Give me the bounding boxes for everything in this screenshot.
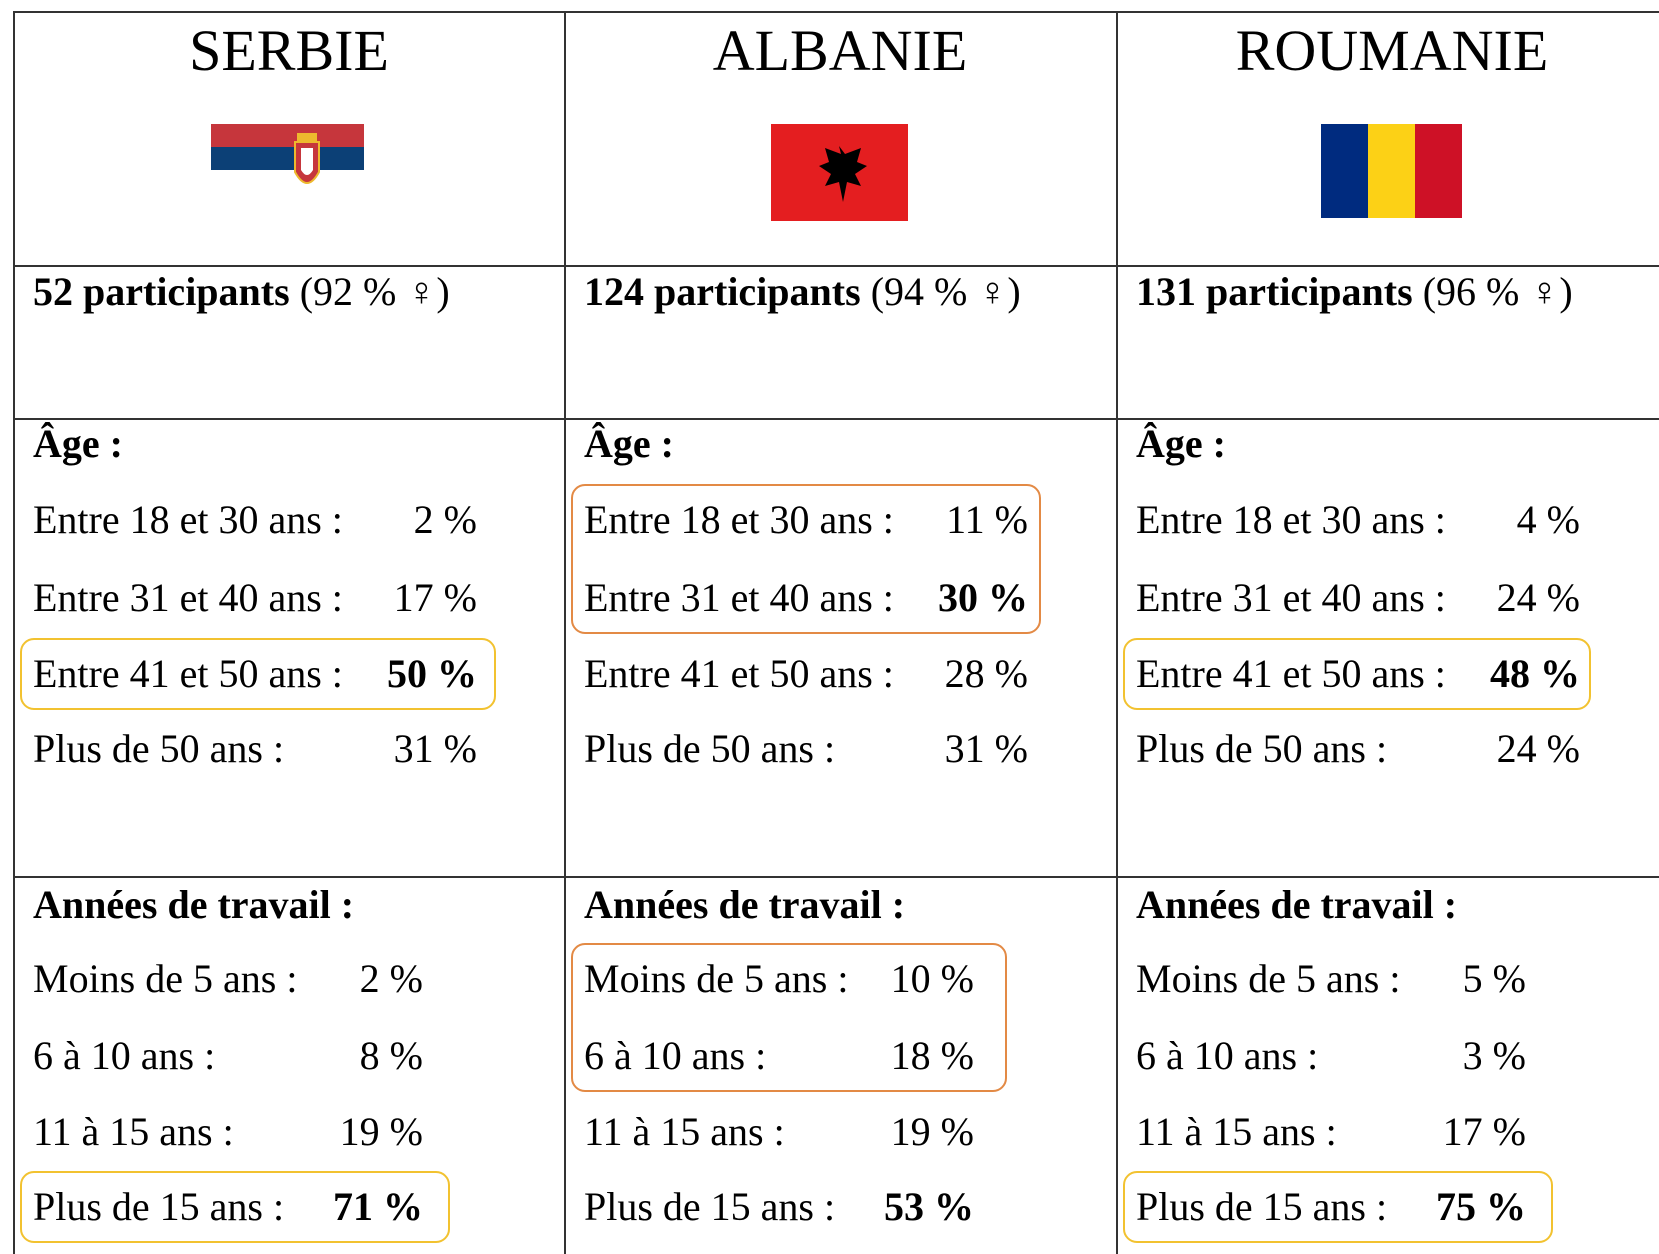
row-value: 3 %	[1462, 1033, 1526, 1078]
border	[564, 11, 566, 1254]
row-value: 53 %	[884, 1184, 974, 1229]
row-value: 19 %	[339, 1109, 423, 1154]
row-label: Entre 31 et 40 ans :	[1136, 575, 1446, 620]
row-value: 48 %	[1490, 651, 1580, 696]
section-heading: Âge :	[584, 421, 674, 466]
participants-count: 124 participants	[584, 269, 861, 314]
row-label: Entre 18 et 30 ans :	[584, 497, 894, 542]
row-label: 11 à 15 ans :	[1136, 1109, 1337, 1154]
section-heading: Années de travail :	[584, 882, 906, 927]
row-value: 17 %	[1442, 1109, 1526, 1154]
row-label: Entre 41 et 50 ans :	[584, 651, 894, 696]
country-name: SERBIE	[189, 18, 389, 83]
row-label: Plus de 50 ans :	[584, 726, 836, 771]
row-label: 11 à 15 ans :	[33, 1109, 234, 1154]
highlight-frame	[571, 484, 1041, 634]
participants: 131 participants (96 % ♀)	[1136, 268, 1573, 316]
highlight-frame	[20, 638, 496, 710]
row-value: 31 %	[393, 726, 477, 771]
row-value: 75 %	[1436, 1184, 1526, 1229]
participants-detail: (92 % ♀)	[299, 269, 450, 314]
section-heading: Années de travail :	[1136, 882, 1458, 927]
row-label: 6 à 10 ans :	[33, 1033, 216, 1078]
border	[13, 876, 1659, 878]
row-label: Entre 41 et 50 ans :	[1136, 651, 1446, 696]
border	[1116, 11, 1118, 1254]
row-value: 11 %	[946, 497, 1028, 542]
row-value: 28 %	[944, 651, 1028, 696]
participants-detail: (96 % ♀)	[1422, 269, 1573, 314]
row-value: 24 %	[1496, 726, 1580, 771]
flag-romania	[1321, 124, 1462, 218]
row-label: 6 à 10 ans :	[584, 1033, 767, 1078]
highlight-frame	[20, 1171, 450, 1243]
country-name: ROUMANIE	[1235, 18, 1549, 83]
row-value: 50 %	[387, 651, 477, 696]
row-label: Plus de 15 ans :	[33, 1184, 285, 1229]
row-label: Entre 18 et 30 ans :	[33, 497, 343, 542]
country-name: ALBANIE	[712, 18, 968, 83]
row-label: Entre 31 et 40 ans :	[584, 575, 894, 620]
section-heading: Âge :	[1136, 421, 1226, 466]
section-heading: Années de travail :	[33, 882, 355, 927]
participants: 124 participants (94 % ♀)	[584, 268, 1021, 316]
row-label: Entre 31 et 40 ans :	[33, 575, 343, 620]
row-label: Plus de 50 ans :	[33, 726, 285, 771]
row-value: 4 %	[1516, 497, 1580, 542]
row-value: 31 %	[944, 726, 1028, 771]
row-value: 10 %	[890, 956, 974, 1001]
highlight-frame	[571, 943, 1007, 1092]
row-value: 2 %	[359, 956, 423, 1001]
row-value: 24 %	[1496, 575, 1580, 620]
border	[13, 11, 1659, 13]
row-value: 2 %	[413, 497, 477, 542]
row-label: Plus de 15 ans :	[1136, 1184, 1388, 1229]
participants-count: 131 participants	[1136, 269, 1413, 314]
row-label: Entre 41 et 50 ans :	[33, 651, 343, 696]
row-label: Moins de 5 ans :	[584, 956, 849, 1001]
row-value: 71 %	[333, 1184, 423, 1229]
row-value: 5 %	[1462, 956, 1526, 1001]
border	[13, 418, 1659, 420]
flag-serbia	[211, 124, 364, 193]
row-value: 8 %	[359, 1033, 423, 1078]
participants-detail: (94 % ♀)	[870, 269, 1021, 314]
participants: 52 participants (92 % ♀)	[33, 268, 450, 316]
row-value: 30 %	[938, 575, 1028, 620]
row-label: 11 à 15 ans :	[584, 1109, 785, 1154]
highlight-frame	[1123, 638, 1591, 710]
flag-albania	[771, 124, 908, 221]
border	[13, 265, 1659, 267]
row-label: Moins de 5 ans :	[33, 956, 298, 1001]
row-label: Plus de 50 ans :	[1136, 726, 1388, 771]
row-label: Plus de 15 ans :	[584, 1184, 836, 1229]
row-value: 19 %	[890, 1109, 974, 1154]
row-label: 6 à 10 ans :	[1136, 1033, 1319, 1078]
row-value: 17 %	[393, 575, 477, 620]
border	[13, 11, 15, 1254]
section-heading: Âge :	[33, 421, 123, 466]
participants-count: 52 participants	[33, 269, 290, 314]
row-label: Moins de 5 ans :	[1136, 956, 1401, 1001]
highlight-frame	[1123, 1171, 1553, 1243]
row-label: Entre 18 et 30 ans :	[1136, 497, 1446, 542]
row-value: 18 %	[890, 1033, 974, 1078]
